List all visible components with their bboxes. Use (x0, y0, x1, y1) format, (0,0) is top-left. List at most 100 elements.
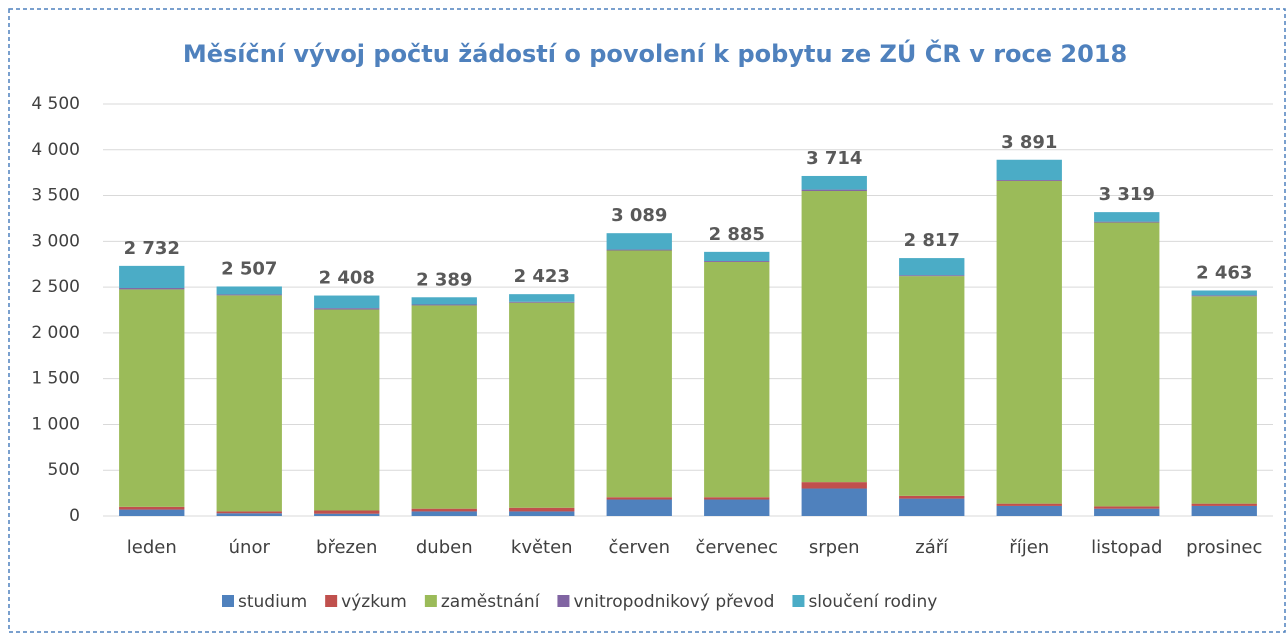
bar-segment (1094, 508, 1160, 516)
bar-segment (1191, 295, 1257, 297)
total-label: 2 408 (319, 268, 375, 289)
y-tick-label: 4 500 (31, 94, 80, 114)
legend-swatch (557, 595, 570, 607)
bar-segment (314, 510, 380, 514)
legend-label: vnitropodnikový převod (573, 592, 774, 612)
bar-segment (801, 488, 867, 516)
bar-segment (314, 513, 380, 516)
bar-segment (119, 265, 185, 289)
bar-segment (996, 505, 1062, 516)
y-tick-label: 1 500 (31, 369, 80, 389)
total-label: 2 885 (709, 224, 765, 245)
bar-segment (119, 506, 185, 510)
bar-segment (411, 305, 477, 509)
bar-segment (411, 297, 477, 305)
bar-segment (704, 261, 770, 262)
bar-segment (119, 509, 185, 516)
bar-segment (996, 179, 1062, 181)
x-tick-label: srpen (809, 537, 860, 558)
total-label: 3 319 (1099, 184, 1155, 205)
y-tick-label: 2 500 (31, 277, 80, 297)
x-tick-label: červenec (696, 537, 778, 558)
bar-segment (216, 294, 282, 296)
bar-segment (801, 175, 867, 190)
bar-segment (1191, 503, 1257, 506)
total-label: 2 507 (221, 258, 277, 279)
bar-segment (1191, 296, 1257, 504)
total-label: 2 463 (1196, 262, 1252, 283)
total-label: 3 891 (1001, 132, 1057, 153)
bar-segment (509, 294, 575, 302)
legend-label: výzkum (341, 592, 407, 612)
bar-segment (1094, 506, 1160, 509)
bar-segment (899, 275, 965, 277)
bar-segment (1094, 221, 1160, 223)
bar-segment (996, 180, 1062, 504)
x-tick-label: září (915, 537, 949, 558)
bar-segment (606, 497, 672, 500)
bar-segment (509, 302, 575, 508)
bar-segment (314, 309, 380, 511)
x-tick-label: červen (608, 537, 670, 558)
bar-segment (509, 301, 575, 303)
bar-segment (996, 503, 1062, 506)
bar-segment (704, 261, 770, 498)
legend-swatch (424, 595, 437, 607)
bar-segment (606, 499, 672, 516)
y-tick-label: 2 000 (31, 323, 80, 343)
total-label: 2 817 (904, 230, 960, 251)
chart-title: Měsíční vývoj počtu žádostí o povolení k… (183, 38, 1127, 68)
legend-swatch (222, 595, 234, 607)
x-tick-label: únor (229, 537, 271, 558)
bar-segment (899, 498, 965, 516)
bar-segment (704, 497, 770, 500)
y-tick-label: 3 500 (31, 186, 80, 206)
bar-segment (411, 508, 477, 512)
bar-segment (1094, 212, 1160, 222)
bar-segment (314, 308, 380, 310)
bar-segment (411, 304, 477, 306)
y-tick-label: 500 (48, 460, 80, 480)
x-tick-label: leden (127, 537, 177, 558)
legend-swatch (325, 595, 338, 607)
total-label: 3 089 (611, 205, 667, 226)
bar-segment (119, 289, 185, 507)
y-tick-label: 4 000 (31, 140, 80, 160)
bar-segment (606, 249, 672, 251)
total-label: 2 423 (514, 266, 570, 287)
bar-segment (509, 511, 575, 516)
bar-segment (996, 159, 1062, 180)
total-label: 2 389 (416, 269, 472, 290)
y-tick-label: 3 000 (31, 231, 80, 251)
x-tick-label: říjen (1009, 537, 1049, 558)
bar-segment (216, 513, 282, 516)
bar-segment (216, 511, 282, 514)
y-tick-label: 0 (69, 506, 80, 526)
x-tick-label: duben (416, 537, 473, 558)
x-tick-label: prosinec (1186, 537, 1262, 558)
bar-segment (899, 258, 965, 276)
bar-segment (509, 507, 575, 512)
bar-segment (1094, 222, 1160, 507)
bar-segment (801, 189, 867, 191)
bar-segment (119, 288, 185, 290)
legend-label: studium (238, 592, 307, 612)
legend-label: sloučení rodiny (808, 592, 937, 612)
legend-swatch (792, 595, 805, 607)
chart-border (8, 8, 1286, 633)
bar-segment (411, 511, 477, 516)
legend-label: zaměstnání (441, 592, 541, 612)
bar-segment (704, 251, 770, 262)
bar-segment (899, 495, 965, 499)
x-tick-label: listopad (1091, 537, 1162, 558)
y-tick-label: 1 000 (31, 414, 80, 434)
total-label: 2 732 (124, 238, 180, 259)
bar-segment (606, 233, 672, 250)
total-label: 3 714 (806, 148, 862, 169)
bar-segment (899, 276, 965, 496)
bar-segment (216, 286, 282, 295)
bar-segment (1191, 505, 1257, 516)
x-tick-label: květen (511, 537, 573, 558)
bar-segment (704, 499, 770, 516)
